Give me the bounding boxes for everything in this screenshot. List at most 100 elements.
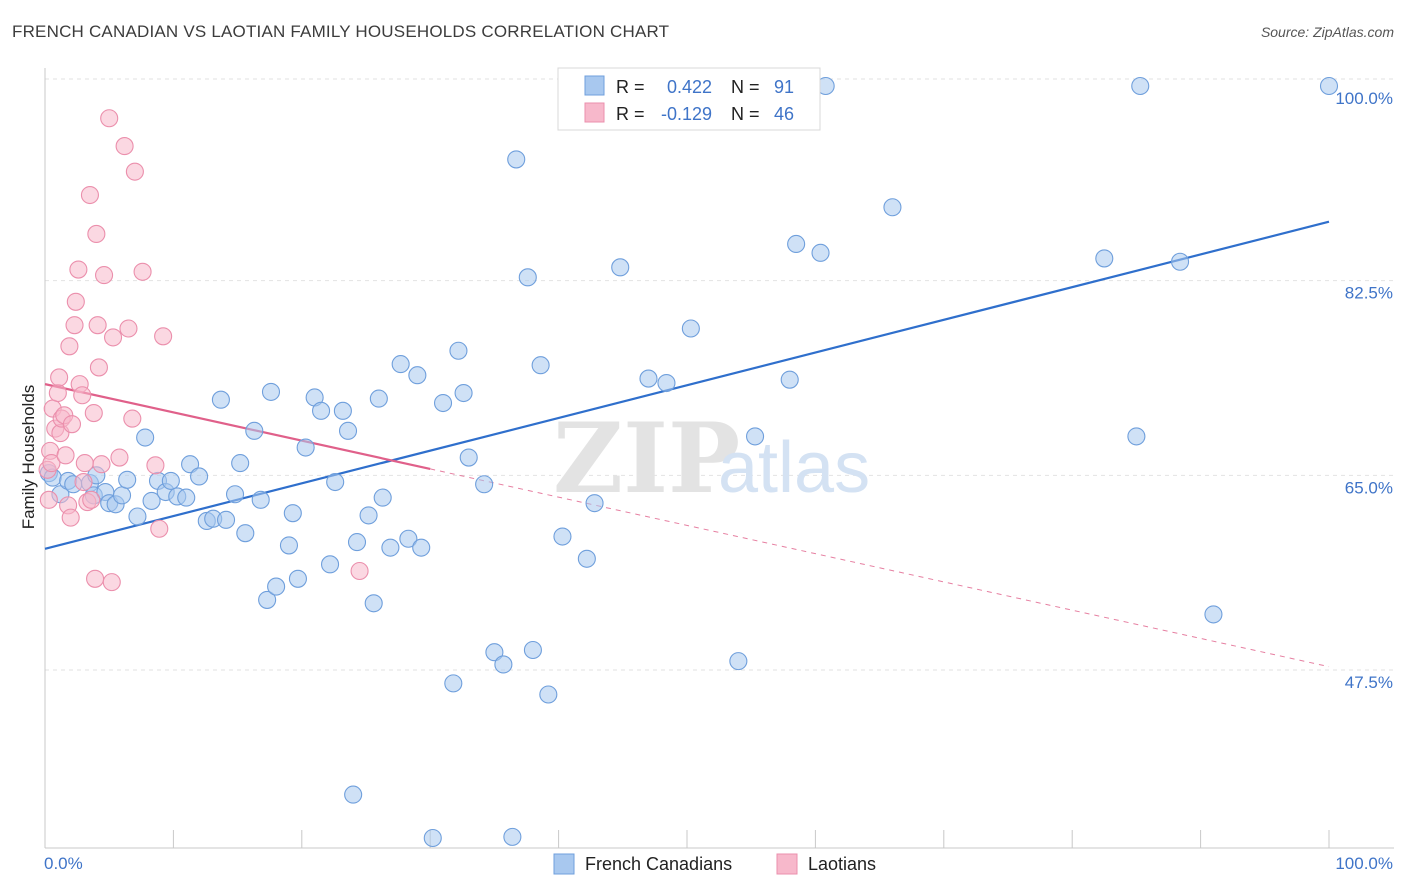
point-french-canadian [454,383,473,403]
point-laotian [87,224,106,244]
point-french-canadian [1171,252,1190,271]
point-laotian [88,316,107,335]
point-french-canadian [261,382,281,401]
points-french-canadians [39,76,1339,848]
watermark-zip: ZIP [553,402,740,515]
point-laotian [65,316,84,335]
legend-swatch-laotians [584,102,605,123]
point-laotian [104,328,123,347]
point-french-canadian [503,827,522,846]
point-french-canadian [423,828,442,848]
point-french-canadian [142,491,161,510]
trend-line-laotians [44,383,431,470]
point-laotian [66,292,85,311]
point-laotian [61,508,80,527]
bottom-legend-swatch-laotians [776,853,798,875]
point-french-canadian [518,268,537,287]
legend-n-label-0: N = [731,77,760,97]
point-french-canadian [296,438,315,457]
y-tick-labels: 47.5% 65.0% 82.5% 100.0% [1335,89,1393,692]
point-french-canadian [494,655,513,674]
point-french-canadian [320,555,340,574]
point-french-canadian [181,455,200,474]
point-french-canadian [681,319,700,338]
point-laotian [62,415,82,434]
point-laotian [146,456,165,475]
point-french-canadian [539,685,558,704]
point-french-canadian [245,421,264,440]
point-french-canadian [1131,76,1150,96]
watermark-atlas: atlas [718,428,870,508]
legend-r-value-0: 0.422 [667,77,712,97]
legend-n-value-1: 46 [774,104,794,124]
point-laotian [69,260,88,279]
point-french-canadian [333,401,352,420]
point-laotian [150,519,169,538]
point-french-canadian [369,389,388,408]
point-french-canadian [507,150,526,169]
legend-swatch-french-canadians [584,75,605,96]
point-french-canadian [433,393,453,413]
point-french-canadian [347,533,367,552]
point-french-canadian [1095,249,1114,268]
y-tick-label: 82.5% [1345,284,1393,303]
point-laotian [48,383,67,403]
point-laotian [50,368,69,387]
y-tick-label: 65.0% [1345,478,1393,497]
point-french-canadian [449,341,468,360]
point-laotian [102,573,121,592]
watermark: ZIP atlas [553,402,870,515]
point-french-canadian [112,486,132,505]
point-french-canadian [258,590,277,609]
point-french-canadian [338,421,358,440]
point-laotian [73,386,92,405]
point-laotian [80,185,99,205]
point-french-canadian [190,467,209,486]
point-laotian [92,455,111,474]
legend-r-label-0: R = [616,77,645,97]
point-french-canadian [585,494,604,513]
point-french-canadian [128,507,147,526]
point-french-canadian [225,485,245,504]
point-french-canadian [577,549,596,568]
y-tick-label: 47.5% [1345,673,1393,692]
point-laotian [74,472,93,492]
point-laotian [95,266,114,285]
point-french-canadian [780,370,799,389]
point-french-canadian [611,258,630,277]
point-laotian [86,569,105,588]
point-french-canadian [211,390,230,409]
point-french-canadian [408,366,427,385]
point-french-canadian [444,674,463,693]
point-french-canadian [381,538,400,557]
point-french-canadian [1319,76,1339,96]
point-laotian [350,561,369,581]
point-french-canadian [399,529,418,548]
legend-n-value-0: 91 [774,77,794,97]
point-french-canadian [1204,605,1223,624]
point-french-canadian [1127,427,1146,446]
point-french-canadian [288,569,307,588]
point-french-canadian [787,234,806,254]
point-french-canadian [251,490,270,509]
point-laotian [60,337,79,356]
bottom-legend-label-french-canadians: French Canadians [585,854,732,874]
point-french-canadian [364,594,383,613]
trend-line-laotians-extension [430,468,1330,668]
point-french-canadian [279,536,299,555]
point-french-canadian [412,538,431,557]
point-laotian [42,454,61,473]
point-french-canadian [459,448,478,467]
x-tick-label-min: 0.0% [44,854,83,873]
legend-r-label-1: R = [616,104,645,124]
y-tick-label: 100.0% [1335,89,1393,108]
bottom-legend: French Canadians Laotians [553,853,876,875]
point-laotian [123,409,142,428]
point-laotian [154,327,173,346]
point-french-canadian [475,475,494,494]
point-french-canadian [553,527,572,546]
point-laotian [39,490,58,509]
point-french-canadian [811,243,830,262]
point-laotian [119,319,138,338]
point-french-canadian [118,470,137,489]
